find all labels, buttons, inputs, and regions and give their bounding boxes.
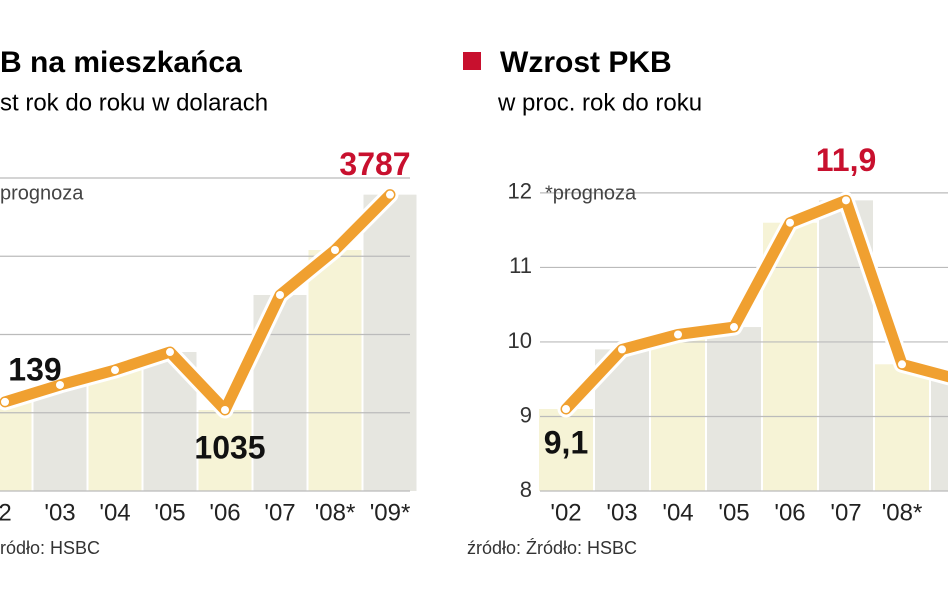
point	[331, 245, 339, 254]
x-tick-label: '06	[774, 499, 805, 526]
x-tick-label: '04	[99, 499, 130, 526]
chart-title: Wzrost PKB	[500, 46, 672, 79]
point	[386, 190, 394, 199]
y-tick-label: 10	[508, 328, 532, 353]
column	[651, 334, 705, 491]
y-tick-label: 8	[520, 477, 532, 502]
x-tick-label: '03	[44, 499, 75, 526]
point	[786, 218, 794, 227]
note: prognoza	[0, 182, 84, 204]
note: *prognoza	[545, 182, 637, 204]
x-tick-label: '05	[718, 499, 749, 526]
source: ródło: HSBC	[0, 538, 100, 558]
chart-title: B na mieszkańca	[0, 46, 242, 79]
x-tick-label: '04	[662, 499, 693, 526]
column	[33, 384, 87, 491]
x-tick-label: '07	[264, 499, 295, 526]
x-tick-label: '09*	[370, 499, 411, 526]
column	[875, 364, 929, 491]
column	[931, 379, 948, 491]
legend-square	[463, 52, 481, 70]
column	[88, 370, 142, 491]
point	[1, 397, 9, 406]
y-tick-label: 9	[520, 402, 532, 427]
point	[221, 406, 229, 415]
value-label: 139	[8, 351, 61, 387]
source: źródło: Źródło: HSBC	[467, 538, 637, 558]
column	[707, 327, 761, 491]
line	[560, 194, 948, 415]
point	[111, 366, 119, 375]
point	[56, 380, 64, 389]
point	[898, 360, 906, 369]
x-tick-label: '06	[209, 499, 240, 526]
column	[308, 249, 362, 491]
x-tick-label: '03	[606, 499, 637, 526]
column	[0, 401, 32, 491]
chart-subtitle: w proc. rok do roku	[497, 89, 702, 116]
x-tick-label: '08*	[882, 499, 923, 526]
point	[276, 290, 284, 299]
value-label: 1035	[194, 429, 265, 465]
value-label: 3787	[339, 146, 410, 182]
y-tick-label: 11	[509, 253, 532, 278]
point	[618, 345, 626, 354]
value-label: 9,1	[544, 424, 588, 460]
point	[562, 405, 570, 414]
point	[842, 196, 850, 205]
point	[674, 330, 682, 339]
y-tick-label: 12	[508, 179, 532, 204]
x-tick-label: 2	[0, 499, 12, 526]
value-label: 11,9	[816, 142, 877, 178]
point	[730, 323, 738, 332]
x-tick-label: '08*	[315, 499, 356, 526]
point	[166, 348, 174, 357]
line	[0, 189, 396, 416]
chart-subtitle: st rok do roku w dolarach	[0, 89, 268, 116]
x-tick-label: '02	[550, 499, 581, 526]
column	[363, 194, 417, 492]
x-tick-label: '05	[154, 499, 185, 526]
x-tick-label: '07	[830, 499, 861, 526]
column	[198, 410, 252, 491]
column	[539, 409, 593, 491]
